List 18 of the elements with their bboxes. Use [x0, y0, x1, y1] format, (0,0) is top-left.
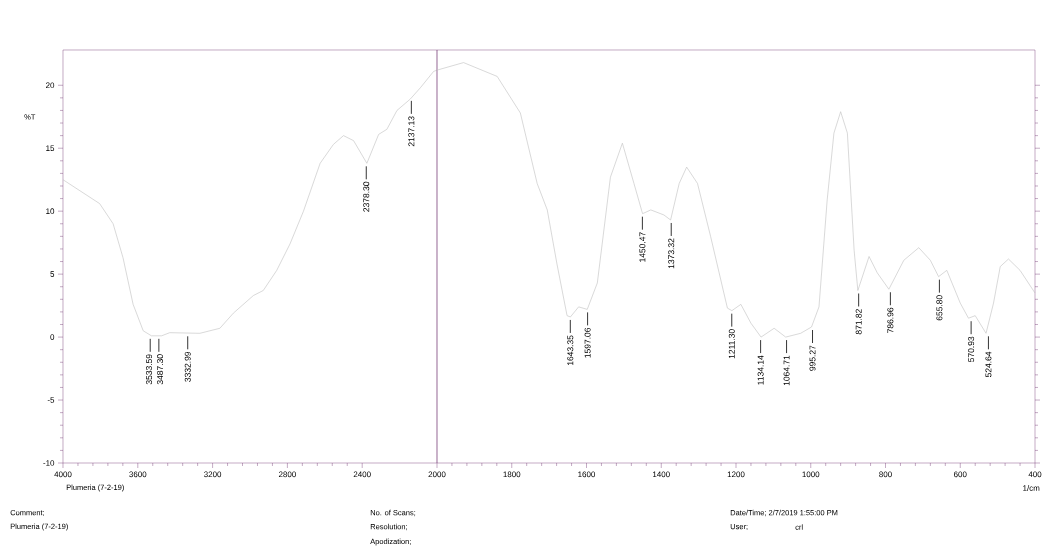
annotation: 1597.06	[584, 327, 591, 358]
annotation: 871.82	[855, 309, 862, 335]
annotation: 655.80	[936, 295, 943, 321]
annotation: 1211.30	[728, 329, 735, 359]
annotation: 3332.99	[184, 351, 191, 382]
annotation: 2137.13	[408, 116, 415, 147]
annotation: 524.64	[985, 351, 992, 378]
annotation: 1450.47	[639, 232, 646, 262]
annotation: 3487.30	[157, 354, 164, 385]
annotation: 1134.14	[757, 355, 764, 385]
annotation: 1643.35	[567, 335, 574, 366]
annotation: 3533.59	[146, 354, 153, 385]
annotation: 2378.30	[363, 181, 370, 212]
annotation: 570.93	[968, 336, 975, 362]
annotation: 995.27	[809, 345, 816, 371]
annotation: 786.96	[887, 307, 894, 333]
annotation: 1064.71	[783, 355, 790, 386]
annotation: 1373.32	[668, 238, 675, 269]
